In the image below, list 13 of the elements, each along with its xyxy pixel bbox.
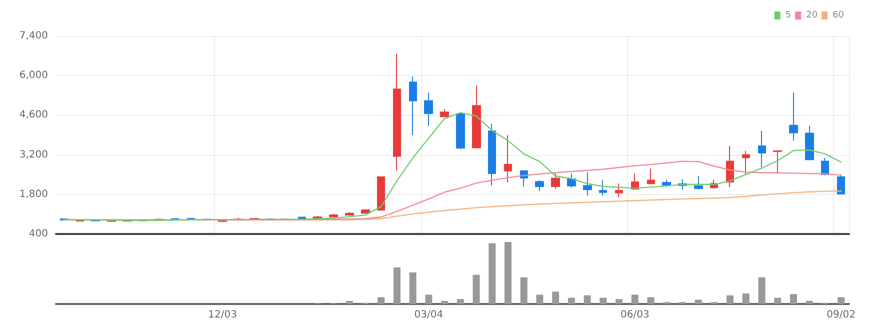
y-tick-label: 7,400 [19,30,48,42]
y-tick-label: 3,200 [19,149,48,160]
y-tick-label: 6,000 [19,70,48,82]
y-tick-label: 400 [28,228,48,240]
legend-label: 20 [806,10,818,20]
x-tick-label: 12/03 [208,310,237,320]
y-tick-label: 1,800 [19,188,48,200]
x-tick-label: 09/02 [826,310,856,320]
x-tick-label: 03/04 [414,310,444,320]
legend-label: 60 [832,10,844,20]
x-tick-label: 06/03 [620,310,650,320]
legend-label: 5 [785,10,792,20]
y-tick-label: 4,600 [19,110,48,121]
